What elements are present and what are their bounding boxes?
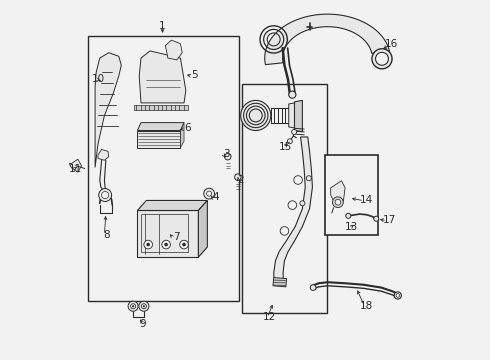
Polygon shape	[69, 159, 81, 172]
Circle shape	[292, 130, 296, 134]
Circle shape	[207, 191, 212, 196]
Text: 1: 1	[159, 21, 166, 31]
Text: 6: 6	[184, 123, 191, 133]
Text: 3: 3	[223, 149, 230, 159]
Circle shape	[144, 240, 152, 249]
Polygon shape	[180, 123, 184, 148]
Circle shape	[162, 240, 171, 249]
Circle shape	[288, 201, 296, 210]
Text: 9: 9	[140, 319, 146, 329]
Polygon shape	[289, 103, 294, 128]
Circle shape	[294, 176, 302, 184]
Polygon shape	[137, 131, 180, 148]
Circle shape	[128, 301, 138, 311]
Circle shape	[375, 52, 389, 65]
Circle shape	[280, 226, 289, 235]
Text: 18: 18	[360, 301, 373, 311]
Circle shape	[333, 197, 343, 208]
Text: 10: 10	[92, 74, 105, 84]
Text: 14: 14	[360, 195, 373, 205]
Circle shape	[346, 213, 351, 219]
Polygon shape	[95, 53, 122, 167]
Polygon shape	[166, 40, 182, 60]
Text: 15: 15	[279, 142, 293, 152]
Circle shape	[182, 243, 186, 246]
Text: 11: 11	[69, 163, 82, 174]
Polygon shape	[273, 278, 287, 287]
Circle shape	[141, 304, 147, 309]
Polygon shape	[198, 201, 207, 257]
Text: 16: 16	[385, 40, 398, 49]
Text: 12: 12	[263, 312, 276, 322]
Text: 7: 7	[173, 232, 179, 242]
Text: 17: 17	[383, 215, 396, 225]
Polygon shape	[98, 149, 109, 160]
Circle shape	[310, 285, 316, 291]
Circle shape	[180, 240, 188, 249]
Polygon shape	[294, 100, 302, 132]
Circle shape	[98, 189, 112, 202]
Text: 5: 5	[192, 70, 198, 80]
Circle shape	[396, 294, 399, 297]
Text: 8: 8	[103, 230, 110, 239]
Circle shape	[374, 216, 379, 221]
Circle shape	[372, 49, 392, 69]
Circle shape	[147, 243, 150, 246]
Circle shape	[394, 292, 401, 299]
Circle shape	[204, 188, 215, 199]
Circle shape	[139, 301, 149, 311]
Circle shape	[306, 176, 311, 181]
Polygon shape	[137, 211, 198, 257]
Polygon shape	[265, 14, 390, 65]
Circle shape	[235, 174, 241, 180]
Polygon shape	[331, 181, 345, 206]
Circle shape	[289, 91, 296, 98]
Bar	[242, 84, 327, 314]
Polygon shape	[139, 51, 186, 103]
Polygon shape	[274, 137, 313, 284]
Polygon shape	[134, 105, 188, 110]
Circle shape	[131, 304, 136, 309]
Text: 2: 2	[237, 175, 244, 185]
Text: 13: 13	[345, 222, 359, 232]
Circle shape	[287, 139, 293, 144]
Circle shape	[335, 199, 341, 205]
Polygon shape	[137, 201, 207, 211]
Circle shape	[241, 100, 271, 131]
Circle shape	[101, 192, 109, 199]
Bar	[141, 214, 188, 252]
Bar	[88, 36, 239, 301]
Circle shape	[164, 243, 168, 246]
Polygon shape	[137, 123, 184, 131]
Circle shape	[143, 305, 145, 307]
Text: 4: 4	[212, 192, 219, 202]
Circle shape	[132, 305, 134, 307]
Circle shape	[300, 201, 305, 206]
Circle shape	[224, 153, 231, 160]
Bar	[325, 155, 378, 234]
